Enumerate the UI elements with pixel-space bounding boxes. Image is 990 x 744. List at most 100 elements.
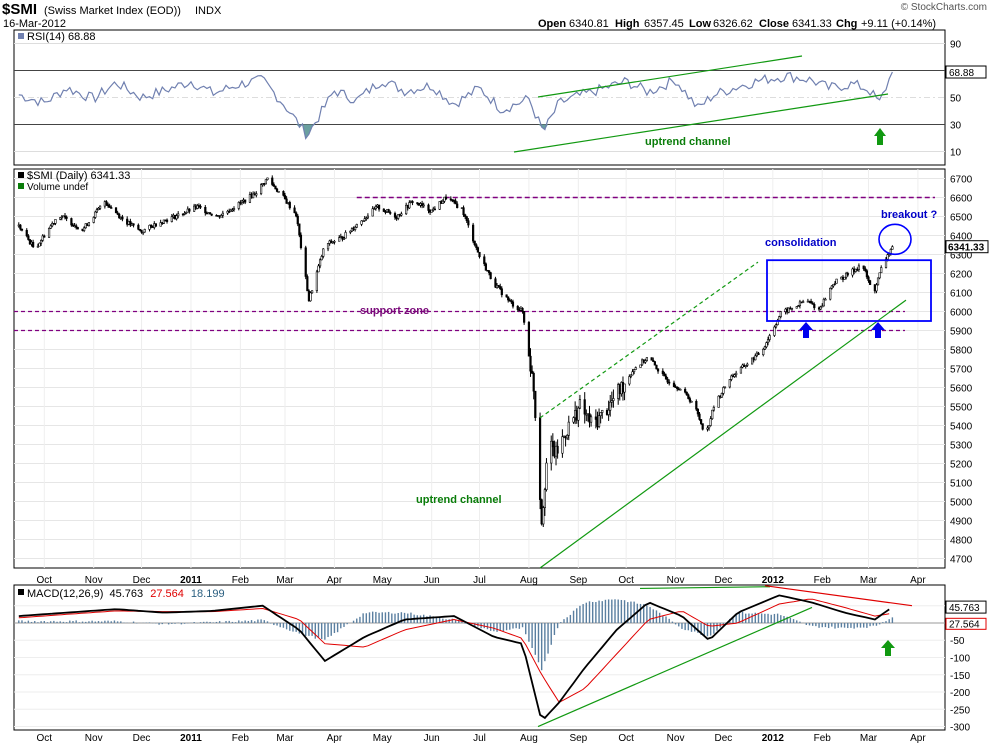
macd-hist-bar — [212, 622, 214, 623]
candle-body — [612, 398, 615, 401]
macd-hist-bar — [429, 615, 431, 623]
blue-up-arrow-icon — [871, 322, 885, 338]
candle-body — [210, 213, 213, 216]
candle-body — [60, 216, 63, 219]
candle-body — [639, 364, 642, 368]
macd-xtick-label: Sep — [569, 733, 587, 744]
price-ytick-label: 5800 — [950, 346, 973, 357]
candle-body — [746, 363, 749, 366]
candle-body — [296, 215, 299, 225]
macd-hist-bar — [818, 622, 820, 628]
candle-body — [231, 209, 234, 212]
candle-body — [293, 207, 296, 214]
candle-body — [798, 301, 802, 306]
macd-hist-bar — [174, 622, 176, 624]
macd-hist-bar — [633, 601, 635, 623]
candle-body — [679, 388, 682, 391]
price-ytick-label: 6000 — [950, 308, 973, 319]
candle-body — [862, 265, 865, 270]
candle-body — [505, 294, 508, 298]
macd-hist-bar — [435, 617, 438, 623]
candle-body — [275, 188, 279, 192]
candle-body — [137, 224, 140, 230]
candle-body — [405, 204, 408, 215]
rsi-current-box — [945, 65, 987, 79]
macd-hist-bar — [617, 599, 619, 623]
price-current-box — [945, 240, 989, 254]
macd-xtick-label: Oct — [618, 733, 634, 744]
price-ytick-label: 5100 — [950, 479, 973, 490]
rsi-panel: 103050709068.88 — [14, 40, 987, 159]
candle-body — [354, 226, 357, 230]
candle-body — [411, 201, 414, 203]
macd-hist-bar — [853, 622, 855, 629]
candle-body — [248, 194, 252, 203]
candle-body — [676, 386, 679, 389]
macd-hist-bar — [432, 616, 434, 623]
price-ytick-label: 5600 — [950, 384, 973, 395]
candle-body — [494, 278, 497, 288]
macd-hist-bar — [352, 620, 355, 623]
macd-hist-bar — [553, 622, 556, 636]
open-label: Open — [538, 18, 566, 30]
candle-body — [28, 239, 32, 245]
macd-hist-bar — [37, 622, 39, 623]
candle-body — [668, 381, 671, 384]
candle-body — [430, 209, 433, 213]
candle-body — [19, 224, 22, 230]
macd-hist-bar — [537, 622, 540, 663]
macd-hist-bar — [273, 622, 275, 626]
macd-hist-bar — [627, 602, 629, 623]
macd-hist-bar — [741, 611, 744, 623]
candle-body — [556, 445, 559, 454]
macd-hist-bar — [521, 622, 524, 628]
macd-hist-bar — [751, 613, 753, 623]
candle-body — [36, 245, 40, 248]
macd-hist-bar — [579, 605, 581, 623]
macd-xtick-label: Aug — [520, 733, 538, 744]
candle-body — [711, 409, 714, 419]
candle-body — [32, 241, 35, 248]
candle-body — [208, 212, 212, 215]
candle-body — [252, 193, 255, 199]
candle-body — [129, 221, 132, 226]
volume-legend-text: Volume undef — [27, 182, 88, 193]
macd-hist-bar — [878, 622, 881, 625]
macd-xtick-label: Nov — [667, 733, 685, 744]
macd-legend-macd: 45.763 — [109, 588, 143, 600]
macd-hist-bar — [754, 612, 756, 623]
candle-body — [656, 368, 660, 372]
candle-body — [650, 357, 653, 361]
candle-body — [309, 292, 312, 302]
candle-body — [204, 206, 207, 214]
macd-hist-bar — [789, 617, 792, 623]
macd-xtick-label: Jun — [424, 733, 440, 744]
candle-body — [106, 204, 110, 207]
candle-body — [277, 191, 280, 193]
macd-hist-bar — [760, 613, 763, 623]
candle-body — [534, 390, 537, 418]
open-value: 6340.81 — [569, 18, 609, 30]
candle-body — [644, 360, 647, 363]
candle-body — [790, 307, 794, 310]
candle-body — [475, 244, 478, 248]
rsi-channel-lower — [513, 93, 889, 153]
macd-hist-bar — [289, 622, 291, 631]
macd-hist-bar — [824, 622, 827, 628]
macd-hist-bar — [716, 622, 718, 631]
macd-hist-bar — [540, 622, 543, 671]
candle-body — [360, 220, 363, 225]
symbol-title: $SMI — [2, 1, 37, 18]
macd-hist-bar — [588, 601, 591, 623]
candle-body — [507, 296, 510, 301]
macd-hist-bar — [247, 620, 250, 623]
candle-body — [344, 232, 347, 239]
macd-hist-bar — [515, 622, 517, 629]
macd-hist-bar — [365, 613, 368, 623]
price-ytick-label: 6700 — [950, 175, 973, 186]
candle-body — [666, 378, 669, 383]
price-ytick-label: 5400 — [950, 422, 973, 433]
low-value: 6326.62 — [713, 18, 753, 30]
candle-body — [464, 214, 467, 217]
candle-body — [516, 305, 519, 310]
